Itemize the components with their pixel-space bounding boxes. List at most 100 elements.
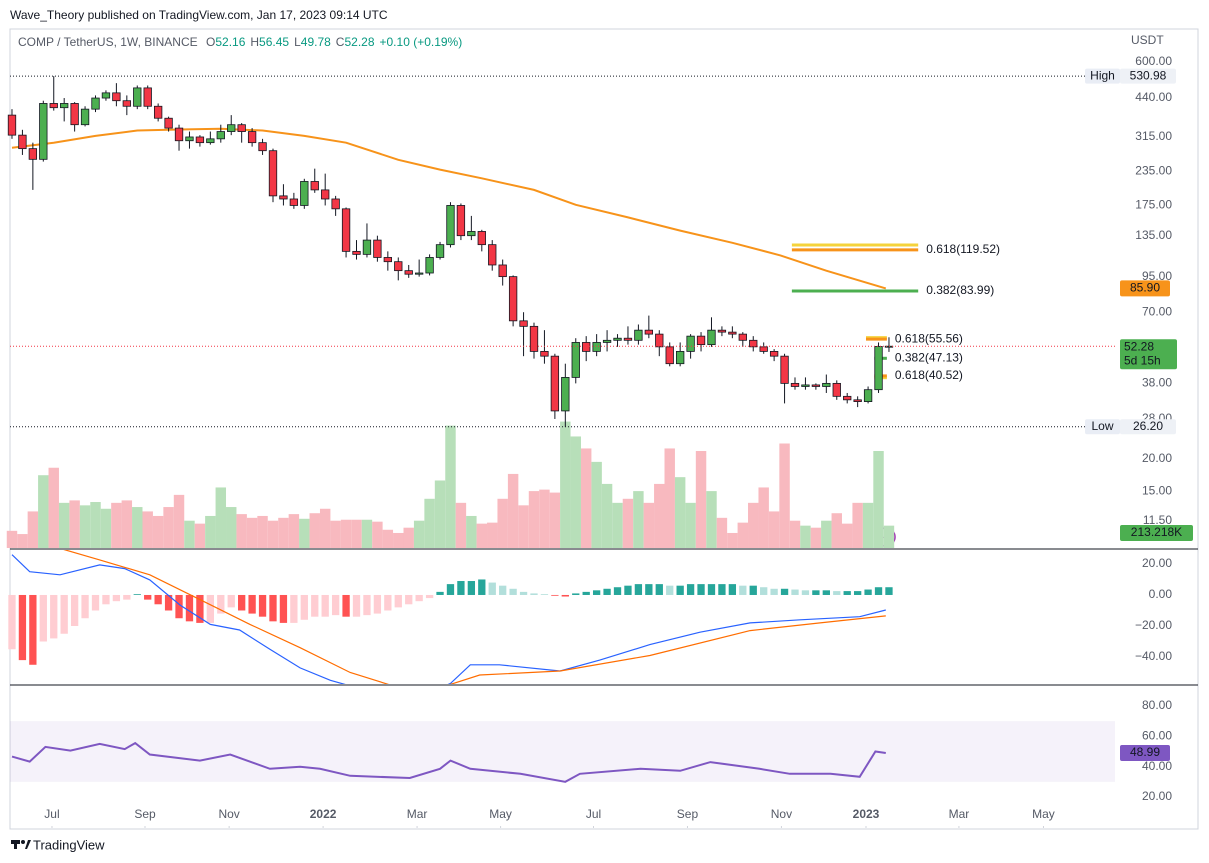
rsi-band	[10, 721, 1115, 782]
candle-body	[602, 339, 612, 343]
ohlc-value: 49.78	[301, 35, 331, 49]
volume-bar	[622, 498, 634, 548]
volume-bar	[706, 491, 717, 548]
macd-histogram	[770, 588, 778, 595]
candle-body	[362, 239, 372, 255]
macd-histogram	[791, 589, 799, 595]
volume-bar	[821, 520, 832, 548]
macd-line	[11, 554, 886, 684]
ohlc-label: O	[206, 35, 215, 49]
macd-histogram	[666, 585, 674, 595]
macd-histogram	[91, 594, 100, 611]
candle-body	[300, 181, 309, 206]
candle-body	[80, 108, 90, 126]
candle-body	[133, 87, 142, 107]
high-marker-value-box	[1120, 68, 1176, 84]
volume-bar	[507, 473, 519, 548]
candle-body	[853, 399, 862, 402]
macd-histogram	[133, 594, 141, 595]
volume-bar	[591, 461, 602, 548]
x-tick-label: Mar	[407, 807, 428, 821]
low-marker-value: 26.20	[1133, 419, 1163, 433]
volume-bar	[883, 525, 895, 548]
candle-body	[425, 257, 434, 274]
volume-bar	[779, 443, 790, 548]
macd-histogram	[561, 594, 569, 597]
fib-label: 0.618(40.52)	[895, 368, 963, 382]
volume-bar	[748, 502, 759, 548]
volume-bar	[267, 520, 279, 548]
volume-bar	[862, 502, 874, 548]
volume-bar	[194, 523, 206, 548]
volume-bar	[549, 492, 561, 548]
macd-histogram	[102, 594, 110, 605]
x-tick-label: 2022	[310, 807, 337, 821]
candle-body	[467, 231, 476, 237]
volume-bar	[445, 425, 456, 548]
ohlc-label: H	[250, 35, 259, 49]
y-tick-label: 38.00	[1142, 376, 1172, 390]
macd-histogram	[739, 585, 747, 595]
macd-histogram	[29, 594, 37, 665]
x-tick-label: Nov	[771, 807, 792, 821]
candle-body	[582, 342, 591, 352]
volume-bar	[466, 515, 477, 548]
macd-histogram	[801, 590, 810, 595]
macd-histogram	[144, 594, 152, 600]
candle-body	[373, 239, 382, 258]
x-tick-label: Jul	[586, 807, 601, 821]
volume-bar	[100, 508, 112, 548]
macd-histogram	[436, 591, 444, 595]
low-marker-label-box	[1085, 419, 1120, 435]
volume-bar	[643, 502, 655, 548]
macd-histogram	[300, 594, 308, 620]
candle-body	[780, 355, 789, 384]
x-tick-label: Jul	[44, 807, 59, 821]
volume-bar	[560, 421, 571, 548]
volume-bar	[205, 515, 216, 548]
macd-histogram	[645, 584, 653, 595]
rsi-value: 48.99	[1130, 745, 1160, 759]
high-marker-label-box	[1085, 68, 1120, 84]
y-tick-label: 80.00	[1142, 698, 1172, 712]
macd-histogram	[843, 591, 851, 595]
volume-bar	[434, 480, 446, 548]
macd-histogram	[290, 594, 298, 623]
volume-bar	[716, 517, 728, 548]
candle-body	[258, 142, 267, 152]
y-tick-label: 600.00	[1135, 54, 1172, 68]
macd-histogram	[50, 594, 58, 639]
volume-bar	[330, 520, 341, 548]
volume-bar	[403, 527, 414, 548]
candle-body	[404, 270, 413, 275]
candle-body	[540, 351, 549, 357]
volume-bar	[361, 519, 373, 548]
volume-bar	[601, 483, 613, 548]
ohlc-change: +0.10 (+0.19%)	[380, 35, 463, 49]
y-tick-label: 315.00	[1135, 129, 1172, 143]
macd-histogram	[81, 594, 89, 619]
candle-body	[289, 198, 299, 206]
macd-histogram	[551, 594, 559, 596]
y-tick-label: 60.00	[1142, 728, 1172, 742]
y-tick-label: 95.00	[1142, 269, 1172, 283]
macd-histogram	[874, 587, 883, 595]
y-tick-label: 20.00	[1142, 451, 1172, 465]
candle-body	[122, 100, 131, 107]
y-tick-label: 11.50	[1143, 513, 1172, 527]
logo	[11, 840, 31, 849]
y-tick-label: −20.00	[1135, 618, 1172, 632]
candle-body	[477, 231, 486, 246]
volume-bar	[413, 520, 425, 548]
macd-histogram	[321, 594, 329, 617]
volume-bar	[852, 502, 863, 548]
candle-body	[488, 244, 497, 266]
macd-histogram	[8, 594, 16, 650]
candle-body	[801, 384, 810, 387]
volume-bar	[257, 515, 268, 548]
macd-histogram	[185, 594, 194, 622]
ohlc-label: C	[336, 35, 345, 49]
macd-histogram	[331, 594, 340, 616]
volume-bar	[351, 519, 362, 548]
